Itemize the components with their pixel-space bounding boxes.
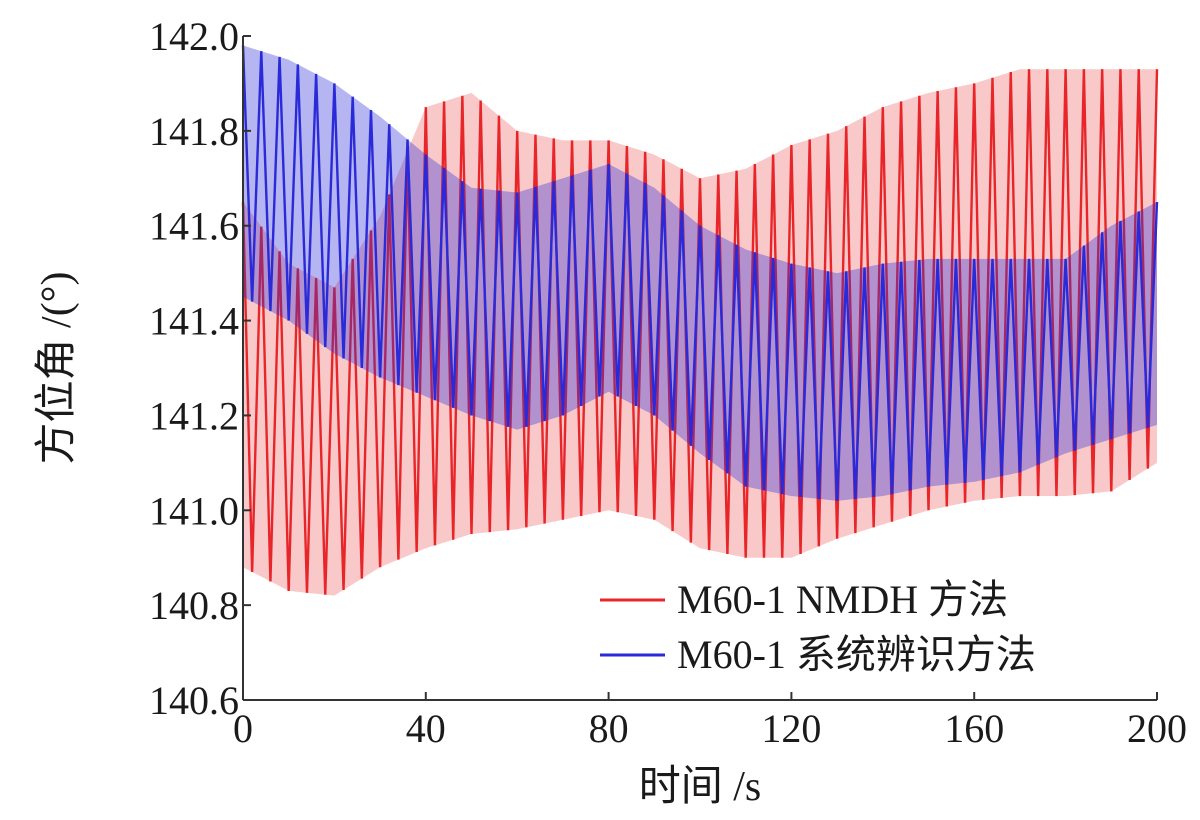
legend-label-sysid: M60-1 系统辨识方法	[677, 632, 1036, 677]
y-tick-label-1: 140.8	[149, 583, 239, 628]
series-layer	[241, 45, 1159, 596]
x-axis-title: 时间 /s	[639, 764, 762, 810]
y-tick-label-4: 141.4	[149, 299, 239, 344]
x-tick-label-1: 40	[406, 706, 446, 751]
y-tick-label-2: 141.0	[149, 488, 239, 533]
legend-label-nmdh: M60-1 NMDH 方法	[677, 577, 1008, 622]
x-tick-label-0: 0	[233, 706, 253, 751]
series-1-line	[241, 45, 1159, 501]
x-tick-label-2: 80	[589, 706, 629, 751]
axes-layer	[242, 36, 1157, 701]
y-tick-label-3: 141.2	[149, 393, 239, 438]
series-0-line	[241, 69, 1159, 595]
y-tick-label-7: 142.0	[149, 14, 239, 59]
legend: M60-1 NMDH 方法 M60-1 系统辨识方法	[600, 577, 1036, 677]
y-tick-label-6: 141.8	[149, 109, 239, 154]
x-tick-label-5: 200	[1127, 706, 1187, 751]
series-1	[241, 45, 1159, 501]
y-axis-title: 方位角 /(°)	[33, 272, 80, 465]
x-tick-label-4: 160	[944, 706, 1004, 751]
x-tick-label-3: 120	[761, 706, 821, 751]
y-tick-label-0: 140.6	[149, 678, 239, 723]
ticks-layer: 0 40 80 120 160 200 140.6 140.8 141.0 141.2 141.4 1…	[149, 14, 1187, 751]
y-tick-label-5: 141.6	[149, 204, 239, 249]
